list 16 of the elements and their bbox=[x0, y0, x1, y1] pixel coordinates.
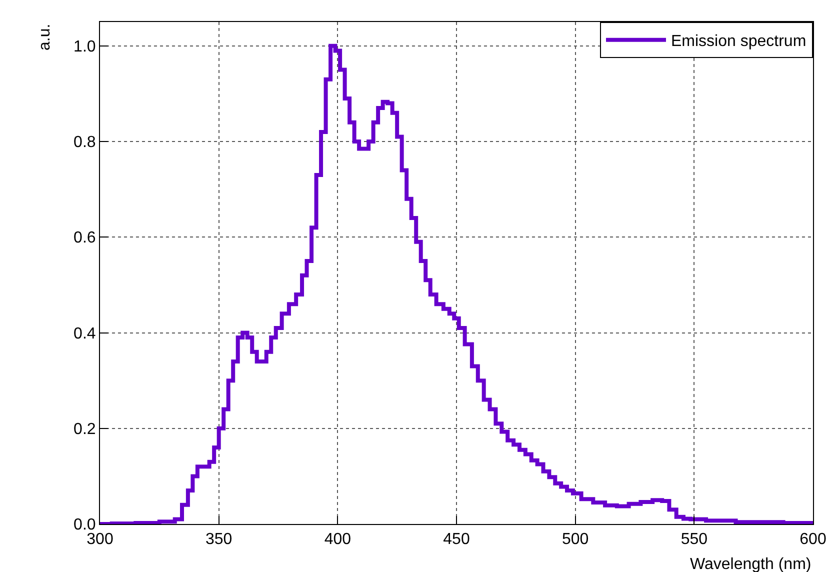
x-tick-label: 350 bbox=[205, 531, 232, 548]
y-tick-label: 0.8 bbox=[74, 134, 96, 152]
y-tick-label: 0.2 bbox=[74, 420, 96, 438]
x-tick-label: 300 bbox=[86, 531, 114, 548]
x-tick-label: 400 bbox=[324, 531, 352, 548]
x-tick-label: 500 bbox=[562, 531, 589, 548]
legend-label: Emission spectrum bbox=[671, 33, 806, 50]
x-tick-label: 550 bbox=[680, 531, 708, 548]
x-axis-title: Wavelength (nm) bbox=[690, 556, 812, 572]
y-tick-label: 0.4 bbox=[74, 325, 96, 342]
y-axis-title: a.u. bbox=[36, 24, 54, 50]
x-tick-label: 450 bbox=[443, 531, 470, 548]
y-tick-label: 0.6 bbox=[74, 230, 96, 247]
y-tick-label: 0.0 bbox=[74, 516, 96, 534]
x-tick-label: 600 bbox=[800, 531, 826, 548]
y-tick-label: 1.0 bbox=[74, 38, 96, 56]
